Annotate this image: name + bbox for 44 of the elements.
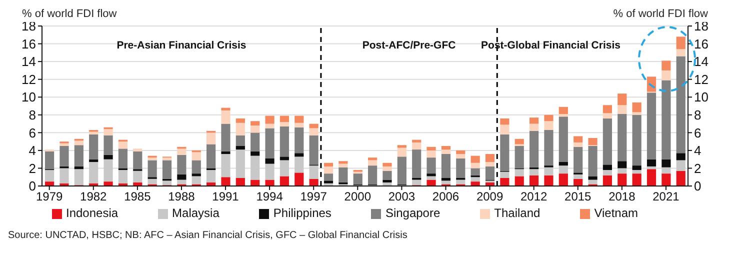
y-tick-label: 6 [28, 125, 36, 140]
legend-label: Vietnam [594, 206, 638, 220]
x-tick-label: 2012 [520, 190, 548, 204]
legend-label: Philippines [273, 206, 332, 220]
x-tick-label: 1997 [300, 190, 328, 204]
y-tick-label: 8 [28, 108, 36, 123]
y2-tick-label: 4 [694, 143, 702, 158]
x-tick-label: 2018 [608, 190, 636, 204]
x-tick-label: 2021 [652, 190, 680, 204]
x-tick-label: 2003 [388, 190, 416, 204]
annotation: Post-Global Financial Crisis [481, 40, 621, 52]
y2-axis-title: % of world FDI flow [613, 8, 708, 22]
annotation: Pre-Asian Financial Crisis [116, 40, 246, 52]
y2-tick-label: 10 [694, 90, 708, 105]
x-tick-label: 1994 [256, 190, 284, 204]
y-tick-label: 4 [28, 143, 36, 158]
source-note: Source: UNCTAD, HSBC; NB: AFC – Asian Financial Crisis, GFC – Global Financial Crisis [8, 230, 408, 241]
y2-tick-label: 0 [694, 178, 702, 194]
y2-tick-label: 2 [694, 160, 702, 176]
legend-label: Singapore [385, 206, 440, 220]
y2-tick-label: 6 [694, 125, 702, 140]
x-tick-label: 2006 [432, 190, 460, 204]
x-tick-label: 2000 [344, 190, 372, 204]
y-tick-label: 10 [22, 90, 36, 105]
y-tick-label: 0 [28, 178, 36, 194]
x-tick-label: 1979 [36, 190, 64, 204]
y2-tick-label: 16 [694, 36, 708, 52]
x-tick-label: 2015 [564, 190, 592, 204]
x-tick-label: 1985 [124, 190, 152, 204]
y-axis-title: % of world FDI flow [22, 8, 117, 22]
x-tick-label: 1982 [80, 190, 108, 204]
y-tick-label: 16 [22, 36, 36, 52]
y2-tick-label: 8 [694, 108, 702, 123]
y2-tick-label: 12 [694, 72, 708, 87]
x-tick-label: 1991 [212, 190, 240, 204]
y-tick-label: 12 [22, 72, 36, 87]
annotation: Post-AFC/Pre-GFC [362, 40, 456, 52]
legend-label: Thailand [494, 206, 540, 220]
legend-label: Malaysia [172, 206, 220, 220]
y-tick-label: 2 [28, 160, 36, 176]
x-tick-label: 1988 [168, 190, 196, 204]
legend-label: Indonesia [66, 206, 118, 220]
y-tick-label: 14 [22, 54, 36, 70]
x-tick-label: 2009 [476, 190, 504, 204]
